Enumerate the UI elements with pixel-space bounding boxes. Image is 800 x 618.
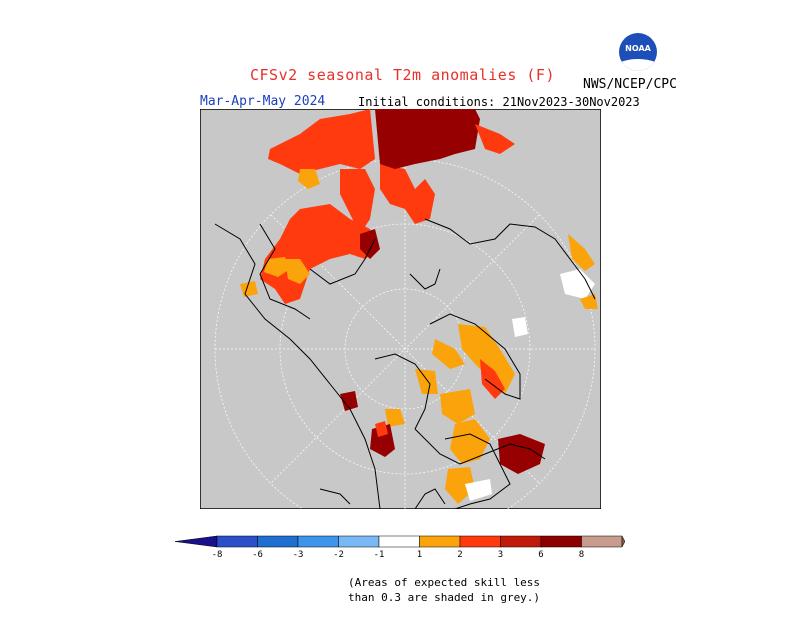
coastlines xyxy=(214,218,596,509)
legend-labels: -8 -6 -3 -2 -1 1 2 3 6 8 xyxy=(212,550,585,560)
legend-label: -3 xyxy=(293,550,304,560)
chart-title: CFSv2 seasonal T2m anomalies (F) xyxy=(250,66,555,84)
legend-box xyxy=(338,535,380,548)
logo-wave xyxy=(619,59,657,71)
legend-label: 2 xyxy=(457,550,462,560)
legend-label: 6 xyxy=(538,550,543,560)
legend-box xyxy=(419,535,461,548)
skill-note: (Areas of expected skill less than 0.3 a… xyxy=(348,575,540,605)
anomaly-patches-greenland xyxy=(340,391,395,457)
initial-conditions-label: Initial conditions: 21Nov2023-30Nov2023 xyxy=(358,95,640,109)
skill-note-line-2: than 0.3 are shaded in grey.) xyxy=(348,591,541,604)
logo-text: NOAA xyxy=(625,44,651,53)
legend-label: 3 xyxy=(498,550,503,560)
legend-box xyxy=(297,535,339,548)
legend-arrow-right xyxy=(621,535,625,548)
legend-label: -2 xyxy=(333,550,344,560)
legend-arrow-left xyxy=(175,535,218,548)
legend-label: -8 xyxy=(212,550,223,560)
legend-box xyxy=(257,535,299,548)
legend-label: 1 xyxy=(417,550,422,560)
anomaly-patches-europe xyxy=(240,109,515,304)
anomaly-map xyxy=(200,109,601,509)
color-legend: -8 -6 -3 -2 -1 1 2 3 6 8 xyxy=(175,535,625,560)
legend-label: -6 xyxy=(252,550,263,560)
legend-label: 8 xyxy=(579,550,584,560)
legend-box xyxy=(216,535,258,548)
legend-box xyxy=(378,535,420,548)
noaa-logo: NOAA xyxy=(619,33,657,71)
legend-box xyxy=(459,535,501,548)
legend-box xyxy=(540,535,582,548)
anomaly-patches-asia xyxy=(512,234,598,337)
legend-boxes xyxy=(175,535,625,548)
agency-label: NWS/NCEP/CPC xyxy=(583,77,677,92)
legend-box xyxy=(581,535,623,548)
season-label: Mar-Apr-May 2024 xyxy=(200,94,326,109)
legend-label: -1 xyxy=(374,550,385,560)
skill-note-line-1: (Areas of expected skill less xyxy=(348,576,541,589)
legend-box xyxy=(500,535,542,548)
